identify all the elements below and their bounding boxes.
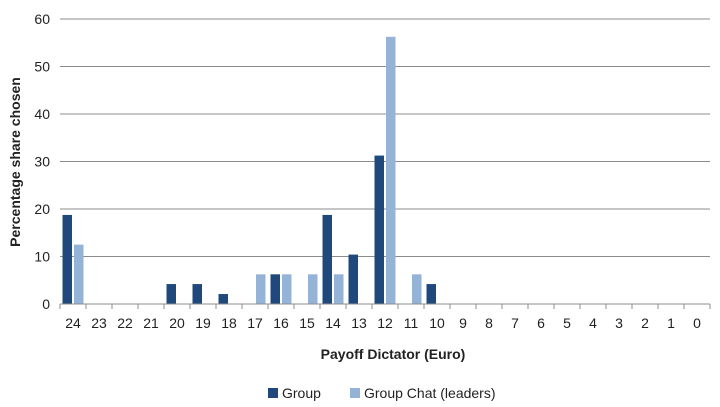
x-axis-title: Payoff Dictator (Euro) xyxy=(321,346,466,362)
y-tick-label: 50 xyxy=(34,59,50,75)
x-tick-label: 18 xyxy=(221,315,237,331)
bar-group xyxy=(62,214,72,304)
y-axis-title: Percentage share chosen xyxy=(7,77,23,247)
bar-group xyxy=(192,284,202,304)
x-tick-label: 1 xyxy=(667,315,675,331)
x-tick-label: 13 xyxy=(351,315,367,331)
legend: Group Group Chat (leaders) xyxy=(268,385,496,401)
bar-group xyxy=(348,254,358,304)
bar-group xyxy=(218,294,228,304)
y-tick-label: 10 xyxy=(34,249,50,265)
y-tick-label: 40 xyxy=(34,106,50,122)
x-tick-label: 9 xyxy=(459,315,467,331)
y-tick-label: 20 xyxy=(34,201,50,217)
y-tick-label: 30 xyxy=(34,154,50,170)
x-tick-label: 21 xyxy=(143,315,159,331)
x-tick-label: 10 xyxy=(429,315,445,331)
x-tick-label: 12 xyxy=(377,315,393,331)
x-tick-label: 14 xyxy=(325,315,341,331)
legend-label-group-chat: Group Chat (leaders) xyxy=(364,385,496,401)
bar-group xyxy=(322,214,332,304)
x-tick-label: 2 xyxy=(641,315,649,331)
y-tick-label: 0 xyxy=(42,296,50,312)
bar-group-chat xyxy=(386,36,396,304)
x-tick-label: 4 xyxy=(589,315,597,331)
x-tick-label: 11 xyxy=(404,315,419,331)
bars xyxy=(62,36,436,304)
x-tick-label: 22 xyxy=(117,315,133,331)
bar-group-chat xyxy=(282,274,292,304)
x-tick-label: 6 xyxy=(537,315,545,331)
x-tick-label: 15 xyxy=(299,315,315,331)
y-tick-label: 60 xyxy=(34,11,50,27)
x-tick-label: 0 xyxy=(693,315,701,331)
bar-group-chat xyxy=(334,274,344,304)
x-tick-label: 3 xyxy=(615,315,623,331)
x-tick-label: 5 xyxy=(563,315,571,331)
legend-swatch-group xyxy=(268,388,278,398)
x-tick-label: 8 xyxy=(485,315,493,331)
bar-group xyxy=(374,155,384,304)
x-tick-label: 20 xyxy=(169,315,185,331)
x-tick-label: 19 xyxy=(195,315,211,331)
x-tick-label: 7 xyxy=(511,315,519,331)
bar-group-chat xyxy=(256,274,266,304)
x-tick-label: 16 xyxy=(273,315,289,331)
gridlines xyxy=(60,18,710,257)
x-tick-label: 23 xyxy=(91,315,107,331)
bar-group-chat xyxy=(74,244,84,304)
bar-group-chat xyxy=(308,274,318,304)
bar-group xyxy=(426,284,436,304)
legend-swatch-group-chat xyxy=(350,388,360,398)
bar-group-chat xyxy=(412,274,422,304)
x-tick-label: 24 xyxy=(65,315,81,331)
x-tick-label: 17 xyxy=(247,315,263,331)
bar-group xyxy=(270,274,280,304)
legend-label-group: Group xyxy=(282,385,321,401)
bar-group xyxy=(166,284,176,304)
